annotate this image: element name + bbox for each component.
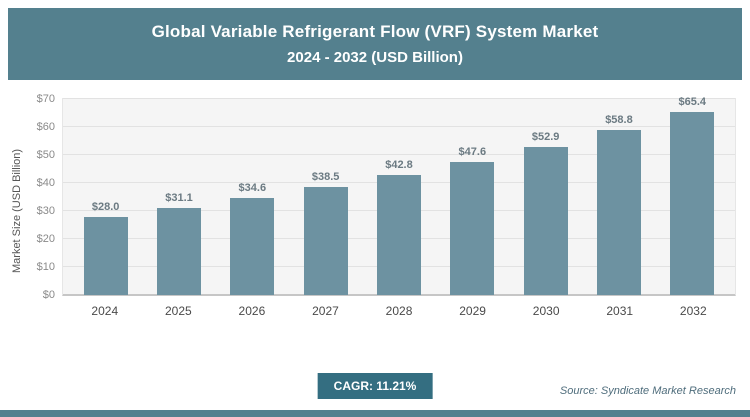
bar-slot: $38.5 — [289, 99, 362, 295]
y-tick-label: $50 — [36, 149, 55, 161]
bar-slot: $34.6 — [216, 99, 289, 295]
x-tick-label: 2031 — [606, 304, 634, 318]
bar-slot: $28.0 — [69, 99, 142, 295]
source-text: Source: Syndicate Market Research — [559, 385, 736, 397]
bar-value-label: $58.8 — [605, 114, 633, 127]
y-tick-label: $60 — [36, 121, 55, 133]
bar-slot: $42.8 — [362, 99, 435, 295]
plot-frame: $0 $10 $20 $30 $40 $50 $60 $70 $28.0 $31.1 $34.6 $3… — [26, 93, 736, 323]
x-tick-label: 2025 — [164, 304, 192, 318]
bar-value-label: $31.1 — [165, 191, 193, 204]
chart-title-banner: Global Variable Refrigerant Flow (VRF) S… — [8, 8, 742, 80]
bar-slot: $52.9 — [509, 99, 582, 295]
y-tick-label: $40 — [36, 177, 55, 189]
bottom-strip — [0, 410, 750, 417]
x-tick-label: 2032 — [679, 304, 707, 318]
cagr-badge: CAGR: 11.21% — [317, 373, 433, 399]
gridline — [63, 154, 735, 155]
bar-value-label: $38.5 — [311, 171, 340, 184]
x-tick-label: 2026 — [238, 304, 266, 318]
bar-slot: $31.1 — [142, 99, 215, 295]
bar-value-label: $28.0 — [91, 200, 120, 213]
bar-value-label: $47.6 — [458, 145, 487, 158]
x-tick-label: 2024 — [91, 304, 119, 318]
bar-value-label: $42.8 — [385, 159, 413, 172]
bar — [450, 161, 495, 295]
chart-footer: CAGR: 11.21% Source: Syndicate Market Re… — [0, 373, 750, 401]
chart-title-line1: Global Variable Refrigerant Flow (VRF) S… — [151, 22, 599, 41]
bar-slot: $58.8 — [582, 99, 655, 295]
bar-value-label: $52.9 — [531, 130, 560, 143]
bars-row: $28.0 $31.1 $34.6 $38.5 $42.8 $47.6 $52.9 $58.8… — [63, 95, 735, 295]
y-axis-title: Market Size (USD Billion) — [11, 148, 23, 273]
chart-title-line2: 2024 - 2032 (USD Billion) — [287, 49, 463, 66]
x-tick-label: 2029 — [459, 304, 486, 318]
bar-value-label: $65.4 — [678, 95, 707, 108]
gridline — [63, 126, 735, 127]
bar — [596, 130, 641, 295]
x-tick-label: 2028 — [385, 304, 413, 318]
gridline — [63, 98, 735, 99]
y-tick-label: $70 — [36, 93, 55, 105]
y-tick-label: $0 — [42, 289, 55, 301]
bar — [157, 207, 201, 295]
bar-slot: $65.4 — [656, 95, 729, 295]
bar-value-label: $34.6 — [238, 182, 267, 195]
y-tick-label: $10 — [36, 261, 55, 273]
bar-chart: Market Size (USD Billion) $0 $10 $20 $30 $40… — [8, 93, 736, 323]
bar — [230, 198, 275, 295]
bar — [376, 175, 421, 295]
bar — [670, 111, 715, 295]
x-axis: 2024 2025 2026 2027 2028 2029 2030 2031 2032 — [62, 296, 736, 318]
bar — [303, 187, 348, 295]
x-tick-label: 2027 — [312, 304, 339, 318]
bar — [83, 216, 128, 295]
bar-slot: $47.6 — [436, 99, 509, 295]
bar — [523, 146, 568, 295]
y-tick-label: $20 — [36, 233, 55, 245]
x-tick-label: 2030 — [532, 304, 560, 318]
plot-area: $0 $10 $20 $30 $40 $50 $60 $70 $28.0 $31.1 $34.6 $3… — [37, 93, 736, 301]
y-tick-label: $30 — [36, 205, 55, 217]
